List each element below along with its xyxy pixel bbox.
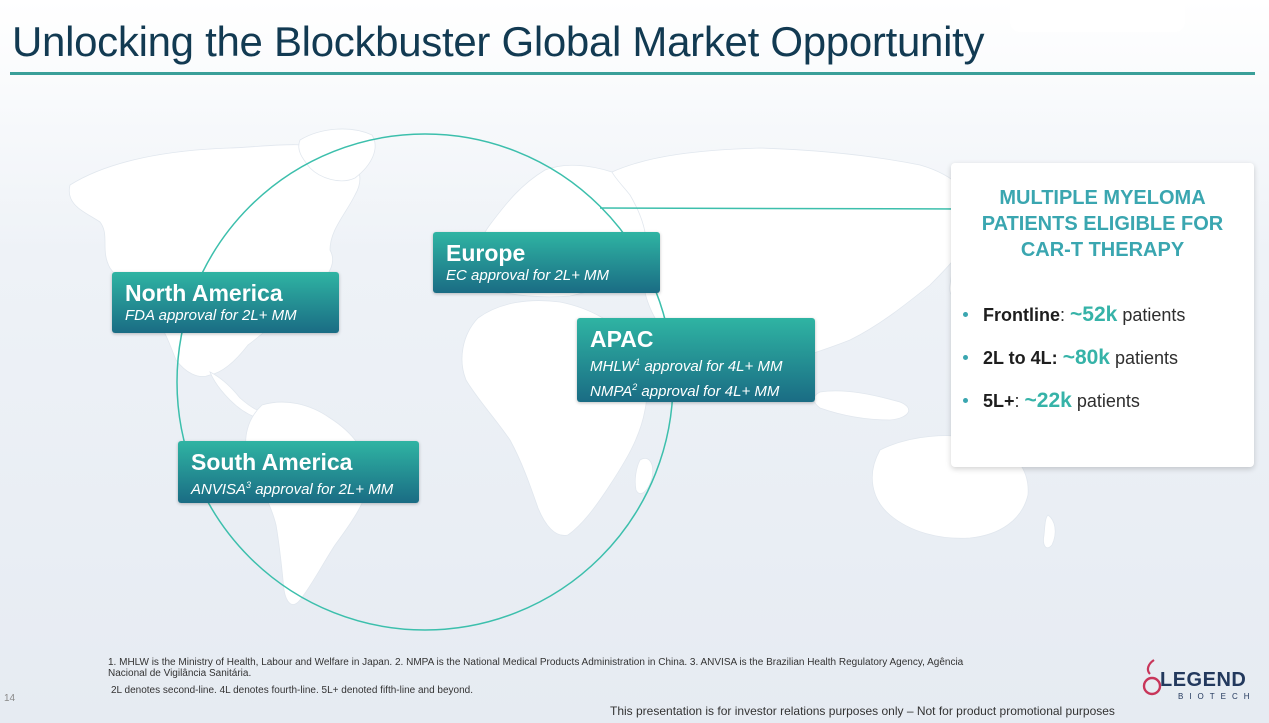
bullet-icon [963, 311, 968, 317]
region-name: North America [125, 280, 283, 306]
stat-5l-plus: 5L+: ~22k patients [963, 389, 1140, 413]
stat-2l-to-4l: 2L to 4L: ~80k patients [963, 346, 1178, 370]
central-america-landmass [209, 371, 263, 419]
footnote-line-definitions: 2L denotes second-line. 4L denotes fourt… [111, 685, 474, 696]
corner-card [1010, 0, 1185, 32]
disclaimer: This presentation is for investor relati… [610, 704, 1115, 718]
continents [68, 128, 1056, 605]
region-europe: Europe EC approval for 2L+ MM [433, 232, 660, 293]
legend-logo-icon [1142, 659, 1162, 696]
patient-eligibility-panel: MULTIPLE MYELOMA PATIENTS ELIGIBLE FOR C… [951, 163, 1254, 467]
region-approval: FDA approval for 2L+ MM [125, 307, 297, 324]
legend-biotech-logo: LEGEND BIOTECH [1140, 656, 1252, 702]
region-name: APAC [590, 326, 654, 352]
footnote-definitions: 1. MHLW is the Ministry of Health, Labou… [108, 657, 964, 679]
madagascar-landmass [634, 458, 654, 494]
new-zealand-landmass [1043, 514, 1056, 549]
panel-heading: MULTIPLE MYELOMA PATIENTS ELIGIBLE FOR C… [981, 187, 1224, 261]
region-approval: NMPA2 approval for 4L+ MM [590, 382, 780, 400]
greenland-landmass [298, 128, 376, 182]
connector-line [599, 207, 965, 210]
south-america-landmass [245, 401, 371, 605]
stat-frontline: Frontline: ~52k patients [963, 303, 1185, 327]
bullet-icon [963, 397, 968, 403]
region-approval: ANVISA3 approval for 2L+ MM [191, 480, 394, 498]
southeast-asia-landmass [813, 390, 910, 421]
slide-title: Unlocking the Blockbuster Global Market … [12, 18, 985, 65]
region-south-america: South America ANVISA3 approval for 2L+ M… [178, 441, 419, 503]
region-apac: APAC MHLW1 approval for 4L+ MM NMPA2 app… [577, 318, 815, 402]
region-north-america: North America FDA approval for 2L+ MM [112, 272, 339, 333]
north-america-landmass [68, 144, 361, 377]
logo-subtitle: BIOTECH [1178, 692, 1256, 701]
region-name: Europe [446, 240, 526, 266]
logo-wordmark: LEGEND [1160, 669, 1247, 691]
region-approval: MHLW1 approval for 4L+ MM [590, 357, 783, 375]
page-number: 14 [4, 693, 16, 704]
title-divider [10, 72, 1255, 75]
region-name: South America [191, 449, 353, 475]
bullet-icon [963, 354, 968, 360]
region-approval: EC approval for 2L+ MM [446, 267, 609, 284]
